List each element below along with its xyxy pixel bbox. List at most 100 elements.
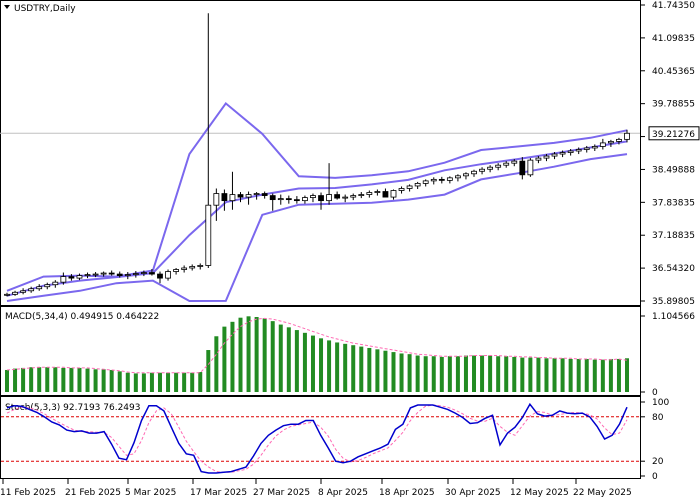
bollinger-upper-line [6,101,628,292]
macd-bar [576,358,581,392]
candle-body [4,293,10,296]
symbol-label: USDTRY,Daily [14,4,76,14]
candle-body [52,281,59,286]
macd-bar [61,367,66,392]
candle-body [60,276,67,283]
macd-axis: 1.104566 0 [640,312,695,398]
macd-bar [133,373,138,392]
macd-bar [608,358,613,392]
candle-body [607,140,614,144]
candle-body [302,197,308,202]
macd-bar [407,354,412,392]
candle-body [100,272,107,275]
candle-body [471,170,477,175]
candle-body [229,194,236,202]
candle-body [213,193,220,206]
candle-body [382,191,389,198]
candle-body [535,157,542,161]
candle-body [567,150,574,153]
macd-bar [375,349,380,392]
candle-body [624,132,630,140]
macd-bar [592,359,597,392]
macd-bar [166,372,171,392]
candle-body [543,155,550,159]
macd-histogram [5,316,629,392]
stoch-levels [1,416,640,462]
macd-bar [125,372,130,392]
candle-body [165,271,171,279]
macd-bar [238,317,243,392]
macd-bar [286,327,291,392]
dropdown-triangle-icon[interactable] [4,5,10,9]
macd-bar [391,352,396,392]
time-tick-label: 11 Feb 2025 [0,488,56,498]
candle-body [446,177,453,181]
macd-bar [512,356,517,392]
candle-body [269,195,276,201]
candle-body [44,284,51,288]
candle-body [149,272,155,275]
candle-body [366,192,373,195]
candle-body [277,198,284,201]
candle-body [140,272,147,274]
stoch-label: Stoch(5,3,3) 92.7193 76.2493 [5,403,140,413]
macd-bar [447,356,452,392]
macd-bar [230,321,235,392]
macd-bar [85,368,90,392]
candle-body [28,288,35,292]
macd-bar [310,335,315,392]
candle-body [181,267,188,270]
candle-body [36,286,43,290]
candle-body [551,153,558,157]
candle-body [326,194,332,202]
price-tick-label: 37.18835 [652,231,695,241]
candle-body [527,159,534,176]
macd-bar [149,372,154,392]
macd-bar [472,355,477,392]
macd-bar [101,369,106,392]
macd-bar [351,345,356,392]
candle-body [84,274,91,276]
candle-body [406,185,413,189]
macd-bar [254,317,259,392]
macd-bar [174,372,179,392]
stoch-panel-frame [0,396,641,479]
candle-body [132,273,139,275]
price-tick-label: 39.78855 [652,100,695,110]
candle-body [479,168,485,172]
candle-body [519,160,526,176]
price-tick-label: 38.49888 [652,165,695,175]
stoch-tick-label: 0 [652,472,658,482]
macd-bar [294,330,299,392]
macd-bar [141,373,146,392]
candle-body [455,175,461,179]
macd-bar [343,343,348,392]
time-tick-label: 27 Mar 2025 [253,488,310,498]
candlesticks [4,13,630,297]
candle-body [12,291,18,295]
candle-body [245,194,252,198]
candle-body [616,138,622,142]
macd-bar [431,356,436,392]
candle-body [591,146,598,149]
candle-body [374,191,381,193]
candle-body [583,147,590,150]
macd-bar [270,321,275,392]
macd-bar [335,342,340,392]
candle-body [463,173,469,177]
macd-bar [190,372,195,392]
candle-body [503,162,510,166]
macd-tick-label: 1.104566 [652,312,695,322]
macd-bar [246,316,251,392]
macd-bar [520,357,525,392]
candle-body [575,149,582,152]
macd-bar [463,355,468,392]
time-tick-label: 22 May 2025 [573,488,632,498]
macd-bar [399,353,404,392]
macd-bar [21,367,26,392]
candle-body [221,193,228,202]
macd-bar [552,358,557,392]
macd-bar [496,356,501,392]
candle-body [108,272,115,275]
macd-bar [480,355,485,392]
